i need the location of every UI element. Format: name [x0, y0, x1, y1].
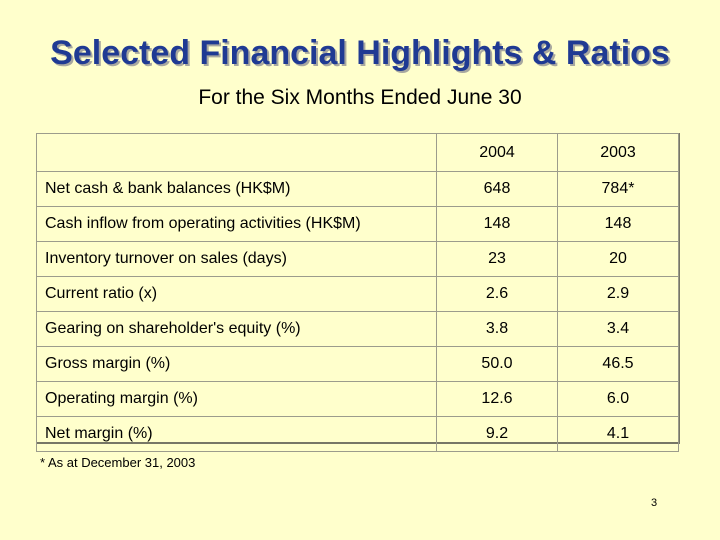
value-2004: 9.2 — [436, 416, 558, 452]
table-row: Gross margin (%) 50.0 46.5 — [36, 346, 679, 382]
value-2003: 46.5 — [557, 346, 679, 382]
value-2003: 3.4 — [557, 311, 679, 347]
value-2004: 50.0 — [436, 346, 558, 382]
value-2004: 2.6 — [436, 276, 558, 312]
financial-highlights-table-frame: 2004 2003 Net cash & bank balances (HK$M… — [36, 133, 680, 452]
row-label: Net margin (%) — [36, 416, 437, 452]
header-cell-2003: 2003 — [557, 133, 679, 172]
slide-title: Selected Financial Highlights & Ratios — [50, 34, 670, 72]
value-2004: 3.8 — [436, 311, 558, 347]
slide-subtitle: For the Six Months Ended June 30 — [198, 86, 522, 109]
financial-highlights-table: 2004 2003 Net cash & bank balances (HK$M… — [36, 133, 679, 452]
value-2004: 648 — [436, 171, 558, 207]
table-header-row: 2004 2003 — [36, 133, 679, 172]
value-2003: 4.1 — [557, 416, 679, 452]
table-row: Net margin (%) 9.2 4.1 — [36, 416, 679, 452]
row-label: Gearing on shareholder's equity (%) — [36, 311, 437, 347]
value-2003: 20 — [557, 241, 679, 277]
row-label: Gross margin (%) — [36, 346, 437, 382]
row-label: Net cash & bank balances (HK$M) — [36, 171, 437, 207]
footnote: * As at December 31, 2003 — [40, 455, 196, 470]
value-2003: 784* — [557, 171, 679, 207]
value-2004: 12.6 — [436, 381, 558, 417]
table-row: Gearing on shareholder's equity (%) 3.8 … — [36, 311, 679, 347]
header-cell-label — [36, 133, 437, 172]
row-label: Current ratio (x) — [36, 276, 437, 312]
header-cell-2004: 2004 — [436, 133, 558, 172]
page-number: 3 — [651, 497, 658, 509]
row-label: Inventory turnover on sales (days) — [36, 241, 437, 277]
value-2004: 148 — [436, 206, 558, 242]
value-2003: 148 — [557, 206, 679, 242]
row-label: Cash inflow from operating activities (H… — [36, 206, 437, 242]
table-row: Current ratio (x) 2.6 2.9 — [36, 276, 679, 312]
table-row: Operating margin (%) 12.6 6.0 — [36, 381, 679, 417]
value-2003: 6.0 — [557, 381, 679, 417]
value-2004: 23 — [436, 241, 558, 277]
table-row: Cash inflow from operating activities (H… — [36, 206, 679, 242]
table-row: Net cash & bank balances (HK$M) 648 784* — [36, 171, 679, 207]
value-2003: 2.9 — [557, 276, 679, 312]
table-row: Inventory turnover on sales (days) 23 20 — [36, 241, 679, 277]
row-label: Operating margin (%) — [36, 381, 437, 417]
